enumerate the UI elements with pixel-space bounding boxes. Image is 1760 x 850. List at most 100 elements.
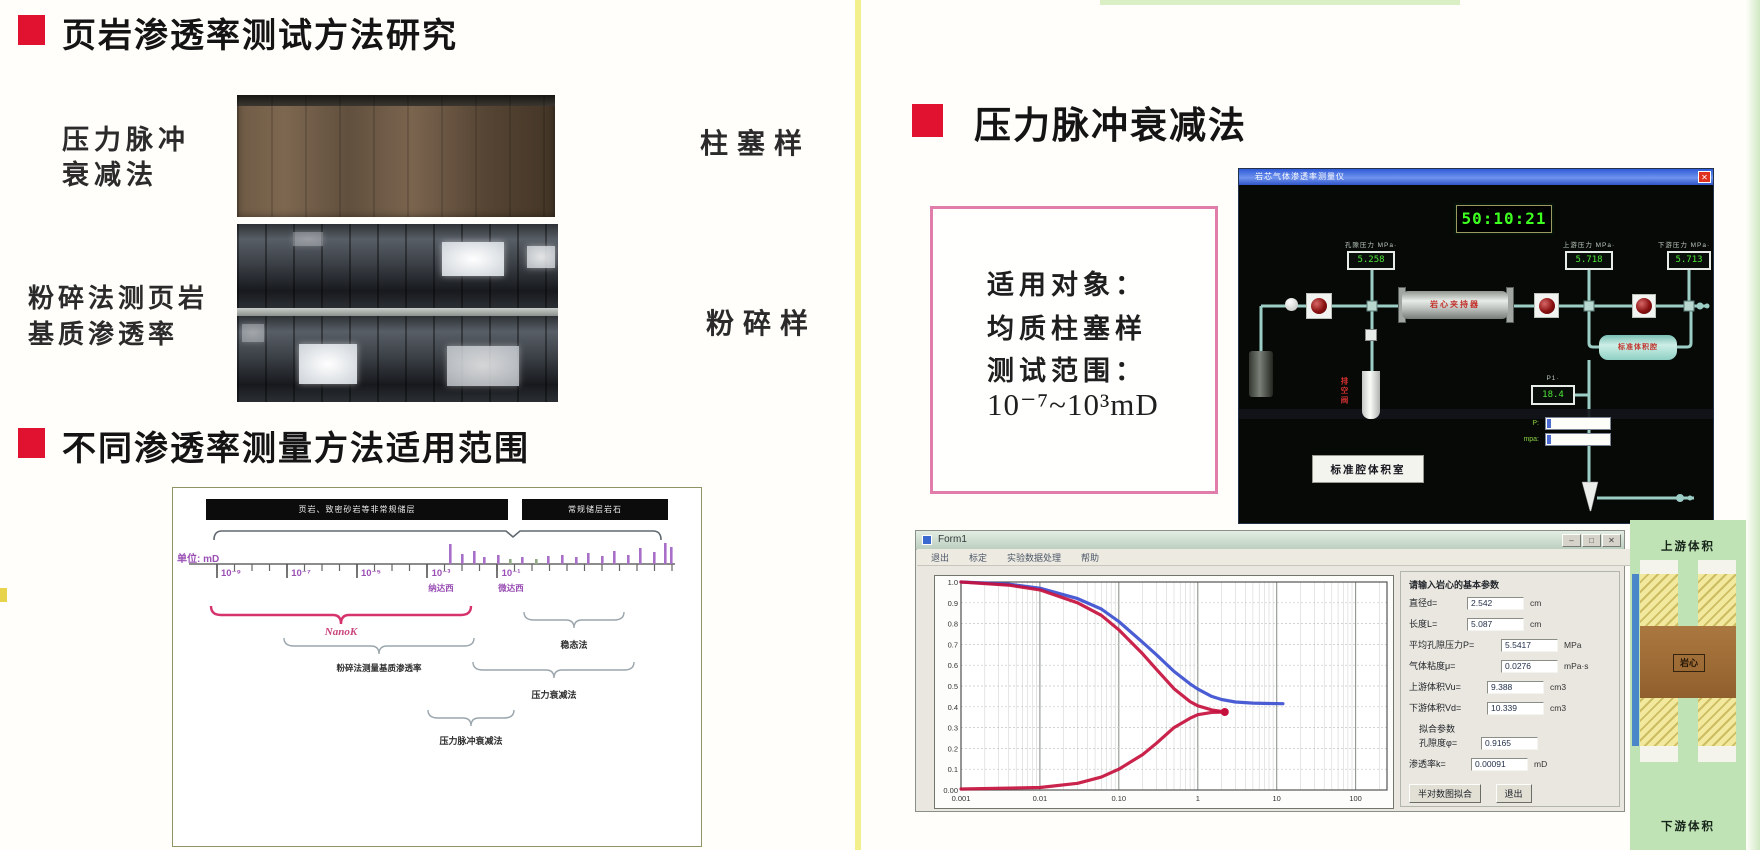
range-bracket — [213, 530, 662, 541]
semilog-fit-button[interactable]: 半对数图拟合 — [1409, 784, 1482, 803]
valve-icon[interactable] — [1534, 293, 1559, 318]
range-group-left-bar: 页岩、致密砂岩等非常规储层 — [206, 499, 508, 520]
gauge-label: 下游压力 MPa· — [1657, 242, 1711, 249]
section-bullet-2 — [18, 428, 45, 458]
small-pressure-display: 18.4 — [1531, 385, 1575, 405]
field-unit: cm — [1530, 598, 1542, 608]
pressure-display: 5.713 — [1667, 251, 1711, 270]
pulse-decay-plot: 1.0 0.9 0.8 0.7 0.6 0.5 0.4 0.3 0.2 0.1 0.00 0.001 0… — [934, 575, 1394, 809]
core-label-tag — [442, 242, 504, 276]
form1-title-bar: Form1 – □ ✕ — [916, 531, 1624, 550]
maximize-icon[interactable]: □ — [1582, 534, 1601, 547]
gauge-label: P1· — [1546, 375, 1560, 382]
section-bullet-1 — [18, 15, 45, 45]
pore-pressure-field[interactable]: 5.5417 — [1501, 639, 1558, 653]
pulse-method-label-line1: 压力脉冲 — [62, 125, 190, 155]
infobox-line: 测试范围： — [987, 356, 1147, 386]
close-icon[interactable]: ✕ — [1698, 171, 1711, 183]
upstream-volume-field[interactable]: 9.388 — [1487, 681, 1544, 695]
range-tick-label: 10⁻⁵ — [360, 568, 382, 579]
reference-cell: 标准体积腔 — [1599, 335, 1677, 360]
left-edge-artifact — [0, 588, 7, 602]
crushed-core-photo — [237, 224, 558, 402]
diameter-field[interactable]: 2.542 — [1467, 597, 1524, 611]
close-icon[interactable]: ✕ — [1602, 534, 1621, 547]
svg-text:0.1: 0.1 — [948, 765, 958, 774]
svg-text:1.0: 1.0 — [948, 578, 958, 587]
length-field[interactable]: 5.087 — [1467, 618, 1524, 632]
menu-item-help[interactable]: 帮助 — [1081, 552, 1100, 563]
infobox-line: 均质柱塞样 — [987, 314, 1147, 344]
crush-method-label-line2: 基质渗透率 — [28, 320, 179, 349]
plug-core-photo — [237, 95, 555, 217]
field-label: 上游体积Vu= — [1409, 682, 1461, 692]
pipe-fitting — [1365, 329, 1377, 341]
range-tick-sub-label: 纳达西 — [428, 583, 454, 593]
range-axis-unit: 单位: mD — [177, 554, 220, 565]
infobox-line: 适用对象： — [987, 270, 1147, 300]
end-plug — [1640, 560, 1678, 575]
brace-label-steady-state: 稳态法 — [560, 640, 588, 650]
daq-title-bar: 岩芯气体渗透率测量仪 — [1239, 169, 1713, 185]
svg-text:0.001: 0.001 — [952, 794, 971, 803]
section-bullet-3 — [912, 104, 943, 137]
svg-text:0.2: 0.2 — [948, 744, 958, 753]
svg-text:0.9: 0.9 — [948, 599, 958, 608]
vent-valve-label: 排空阀 — [1340, 377, 1349, 406]
valve-icon[interactable] — [1306, 293, 1332, 319]
minimize-icon[interactable]: – — [1562, 534, 1581, 547]
panel-header: 请输入岩心的基本参数 — [1409, 580, 1500, 590]
menu-item-exit[interactable]: 退出 — [931, 552, 950, 563]
field-label: 直径d= — [1409, 598, 1438, 608]
infobox-range-value: 10⁻⁷~10³mD — [987, 387, 1159, 422]
core-label: 岩心 — [1673, 654, 1705, 672]
svg-text:0.4: 0.4 — [948, 703, 958, 712]
range-tick-label: 10⁻⁹ — [220, 568, 242, 579]
field-label: 长度L= — [1409, 619, 1438, 629]
range-tick-label: 10⁻¹ — [501, 568, 521, 579]
daq-input-field[interactable] — [1545, 433, 1611, 446]
pipe-fitting — [1285, 298, 1298, 311]
crush-method-label-line1: 粉碎法测页岩 — [28, 284, 209, 313]
core-label-tag — [527, 246, 555, 268]
svg-text:0.5: 0.5 — [948, 682, 958, 691]
range-section-title: 不同渗透率测量方法适用范围 — [62, 430, 530, 468]
svg-text:0.01: 0.01 — [1033, 794, 1048, 803]
core-row-gap — [237, 308, 558, 316]
plug-sample-label: 柱塞样 — [700, 129, 812, 160]
range-tick-label: 10⁻³ — [431, 568, 451, 579]
downstream-volume-field[interactable]: 10.339 — [1487, 702, 1544, 716]
brace-label-crush-method: 粉碎法测量基质渗透率 — [336, 663, 422, 673]
field-unit: MPa — [1564, 640, 1582, 650]
core-label-tag — [299, 344, 357, 384]
top-edge-artifact — [1100, 0, 1460, 5]
pulse-method-label-line2: 衰减法 — [62, 160, 158, 190]
core-holder: 岩心夹持器 — [1402, 291, 1508, 319]
permeability-range-diagram: 页岩、致密砂岩等非常规储层 常规储层岩石 单位: mD 10⁻⁹ 10⁻⁷ 10… — [172, 487, 702, 847]
input-label: mpa: — [1523, 436, 1539, 443]
svg-text:0.00: 0.00 — [943, 786, 958, 795]
brace-label-pressure-decay: 压力衰减法 — [531, 690, 577, 700]
page-title: 页岩渗透率测试方法研究 — [62, 17, 458, 55]
permeability-field[interactable]: 0.00091 — [1471, 758, 1528, 772]
exit-button[interactable]: 退出 — [1495, 784, 1532, 803]
valve-icon[interactable] — [1632, 294, 1656, 318]
gauge-label: 孔隙压力 MPa· — [1344, 242, 1398, 249]
menu-item-data-processing[interactable]: 实验数据处理 — [1007, 552, 1062, 563]
field-label: 渗透率k= — [1409, 759, 1446, 769]
window-title: Form1 — [938, 534, 967, 545]
porosity-field[interactable]: 0.9165 — [1481, 737, 1538, 751]
svg-text:100: 100 — [1349, 794, 1362, 803]
viscosity-field[interactable]: 0.0276 — [1501, 660, 1558, 674]
right-section-title: 压力脉冲衰减法 — [974, 105, 1247, 146]
right-edge-strip — [1746, 0, 1760, 850]
daq-input-field[interactable] — [1545, 417, 1611, 430]
sleeve-edge — [1632, 574, 1639, 746]
downstream-volume-label: 下游体积 — [1661, 821, 1715, 833]
field-unit: cm3 — [1550, 703, 1567, 713]
reference-volume-label-box: 标准腔体积室 — [1312, 455, 1424, 483]
range-tick-label: 10⁻⁷ — [291, 568, 311, 579]
analysis-software-window: Form1 – □ ✕ 退出 标定 实验数据处理 帮助 1.0 0.9 0.8 0.7… — [915, 530, 1637, 812]
menu-item-calibrate[interactable]: 标定 — [969, 552, 988, 563]
parameter-panel: 请输入岩心的基本参数 直径d= 2.542 cm 长度L= 5.087 cm 平均孔隙压… — [1400, 571, 1620, 807]
